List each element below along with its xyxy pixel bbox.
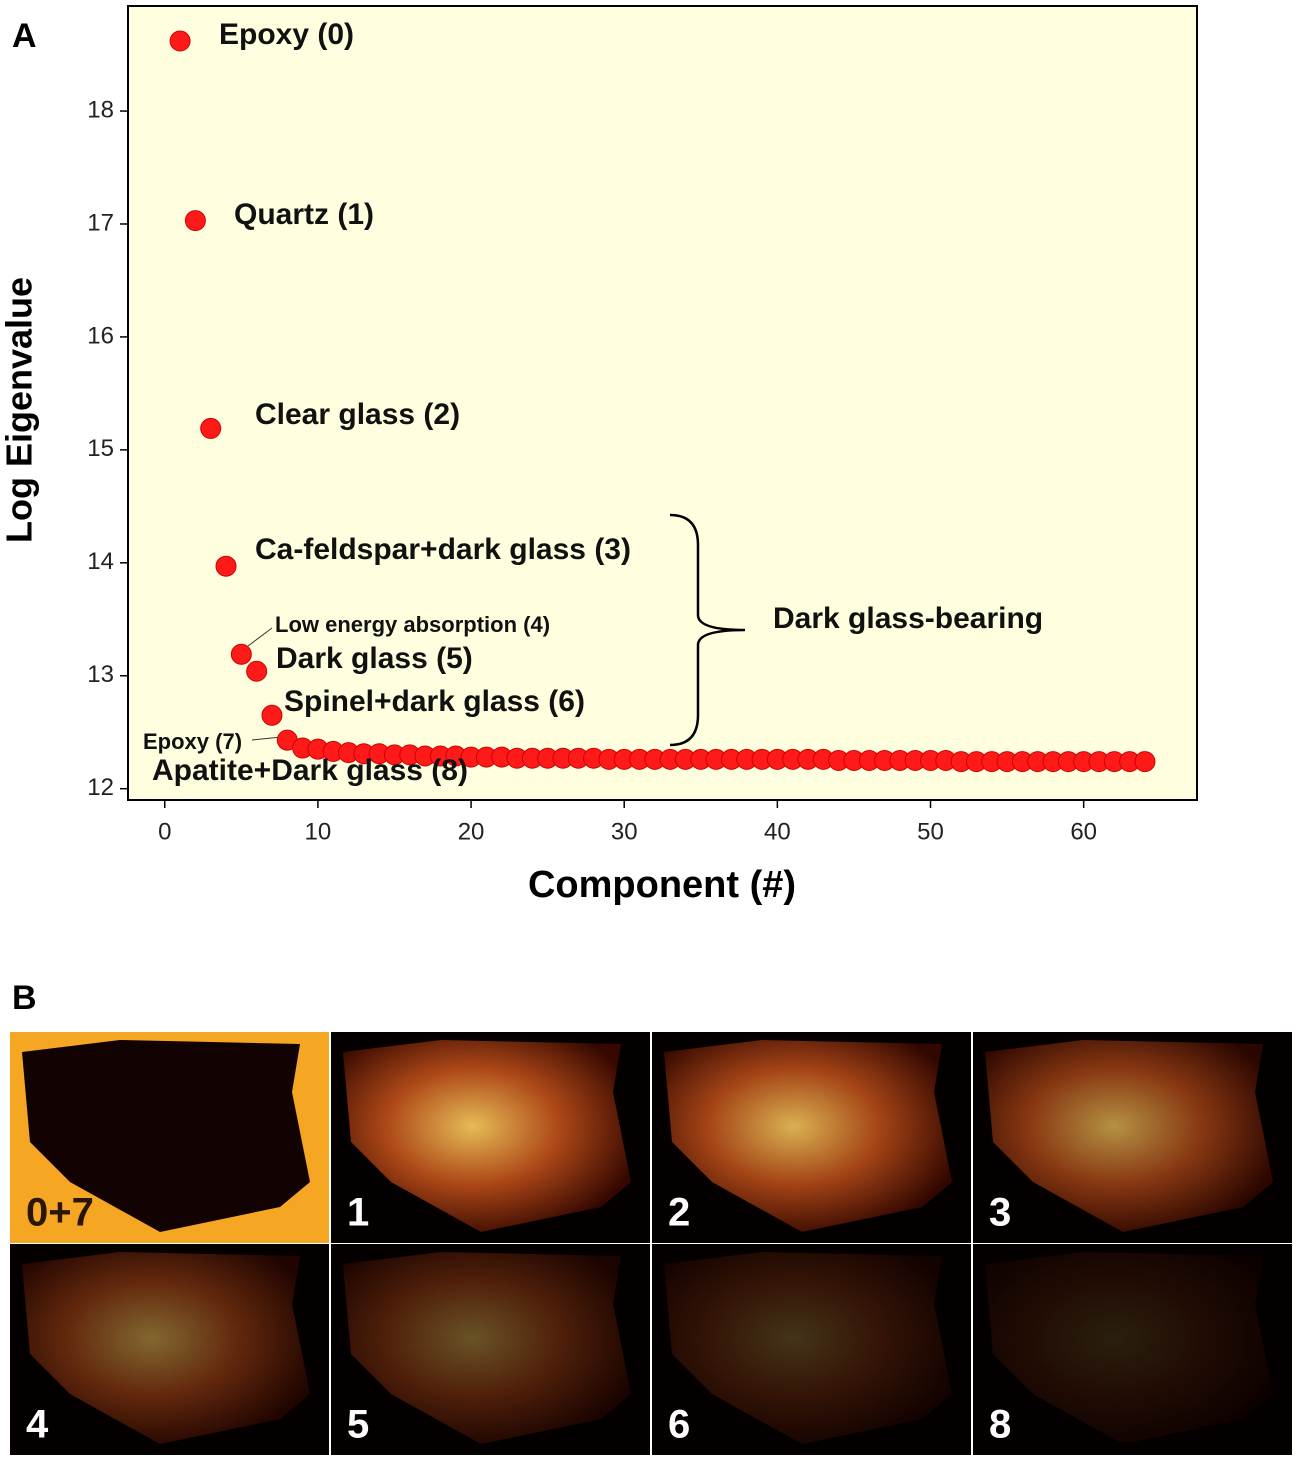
sample-map [22, 1252, 310, 1444]
annotation: Epoxy (0) [219, 18, 354, 51]
x-tick-label: 60 [1070, 818, 1097, 845]
leader-line [251, 736, 283, 741]
point [261, 704, 283, 726]
annotation: Dark glass (5) [276, 642, 473, 675]
point [200, 417, 222, 439]
panel-label: 8 [989, 1403, 1011, 1447]
annotation: Epoxy (7) [143, 729, 242, 754]
panel-label: 3 [989, 1191, 1011, 1235]
sample-map [664, 1252, 952, 1444]
annotation: Apatite+Dark glass (8) [152, 754, 468, 787]
sample-map [985, 1252, 1273, 1444]
panel-letter: A [12, 17, 37, 55]
y-tick-label: 13 [87, 661, 114, 688]
panel-label: 5 [347, 1403, 369, 1447]
y-tick-label: 12 [87, 774, 114, 801]
y-tick-label: 18 [87, 96, 114, 123]
sample-map [22, 1040, 310, 1232]
annotation: Low energy absorption (4) [275, 612, 550, 637]
panel-label: 4 [26, 1403, 49, 1447]
x-tick-label: 10 [305, 818, 332, 845]
y-tick-label: 14 [87, 548, 114, 575]
panel-label: 0+7 [26, 1191, 94, 1235]
x-tick-label: 30 [611, 818, 638, 845]
annotation: Ca-feldspar+dark glass (3) [255, 533, 631, 566]
sample-map [343, 1252, 631, 1444]
sample-map [343, 1040, 631, 1232]
plot-area [127, 5, 1198, 801]
bracket [669, 513, 746, 747]
image-grid: 0+7 1 2 3 4 5 6 8 [10, 1032, 1292, 1455]
panel-letter: B [12, 979, 37, 1017]
y-axis-label: Log Eigenvalue [0, 277, 40, 543]
annotation: Quartz (1) [234, 198, 374, 231]
sample-map [664, 1040, 952, 1232]
annotation: Clear glass (2) [255, 398, 460, 431]
point [215, 555, 237, 577]
panel-label: 6 [668, 1403, 690, 1447]
y-tick-label: 15 [87, 435, 114, 462]
x-tick-label: 50 [917, 818, 944, 845]
x-tick-label: 40 [764, 818, 791, 845]
panel-label: 2 [668, 1191, 690, 1235]
point [230, 643, 252, 665]
y-tick-label: 17 [87, 209, 114, 236]
point [1134, 751, 1156, 773]
x-tick-label: 20 [458, 818, 485, 845]
sample-map [985, 1040, 1273, 1232]
y-tick-label: 16 [87, 322, 114, 349]
annotation: Dark glass-bearing [773, 602, 1043, 635]
x-axis-label: Component (#) [528, 864, 796, 906]
annotation: Spinel+dark glass (6) [284, 685, 585, 718]
panel-label: 1 [347, 1191, 369, 1235]
leader-line [247, 627, 273, 647]
point [246, 660, 268, 682]
point [184, 210, 206, 232]
point [169, 30, 191, 52]
x-tick-label: 0 [158, 818, 171, 845]
